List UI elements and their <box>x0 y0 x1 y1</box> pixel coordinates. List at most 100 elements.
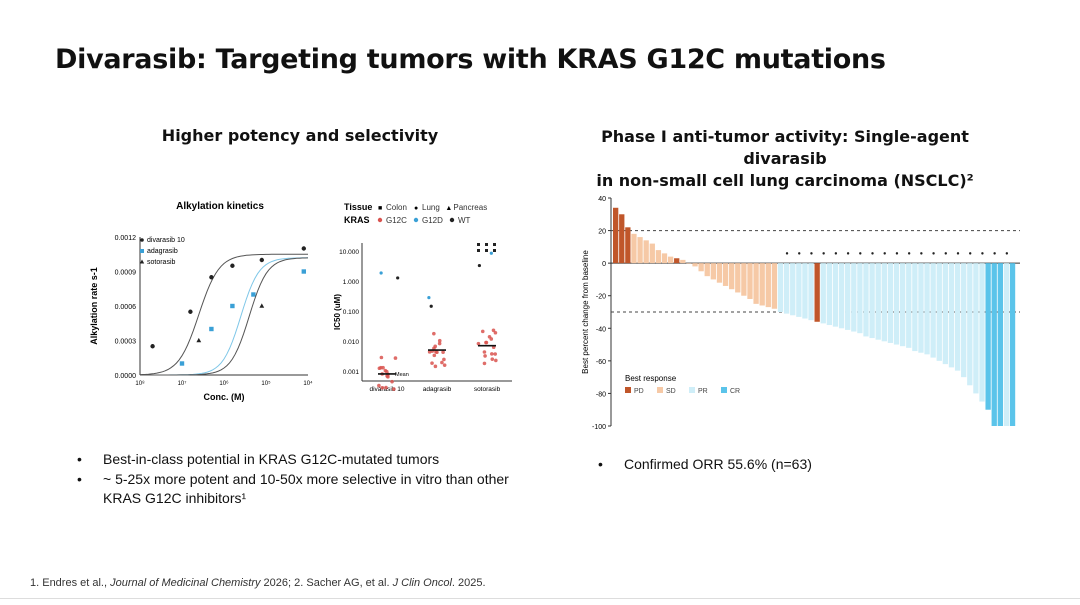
y-tick-label: 0.0000 <box>115 373 137 380</box>
ongoing-marker <box>956 252 960 255</box>
waterfall-bar <box>808 263 814 321</box>
data-point <box>483 354 487 358</box>
waterfall-bar <box>869 263 875 339</box>
bullet-item: Best-in-class potential in KRAS G12C-mut… <box>75 450 525 469</box>
waterfall-bar <box>967 263 973 386</box>
ongoing-marker <box>932 252 935 255</box>
y-tick-label: 10.000 <box>339 249 359 256</box>
y-tick-label: 0.010 <box>343 339 360 346</box>
legend-label: divarasib 10 <box>147 237 185 244</box>
ongoing-marker <box>1005 252 1009 255</box>
waterfall-bar <box>790 263 796 316</box>
data-point <box>301 246 306 251</box>
data-point <box>489 352 494 356</box>
legend-marker <box>139 259 145 264</box>
legend-label: G12D <box>422 216 443 225</box>
waterfall-bar <box>814 263 820 322</box>
ongoing-marker <box>871 252 874 255</box>
y-tick-label: 0.0009 <box>115 270 137 277</box>
legend-marker <box>140 249 144 253</box>
waterfall-bar <box>875 263 881 340</box>
fit-curve <box>140 257 309 376</box>
bottom-divider <box>0 598 1080 599</box>
footnote-journal: Journal of Medicinal Chemistry <box>110 577 261 589</box>
right-heading-line2: in non-small cell lung carcinoma (NSCLC)… <box>596 171 974 190</box>
data-point <box>485 249 488 252</box>
waterfall-bar <box>845 263 851 330</box>
waterfall-bar <box>698 263 704 272</box>
x-tick-label: divarasib 10 <box>369 386 404 393</box>
legend-label: adagrasib <box>147 248 178 255</box>
ongoing-marker <box>810 252 813 255</box>
waterfall-bar <box>881 263 887 342</box>
waterfall-bar <box>771 263 778 309</box>
waterfall-bar <box>753 263 759 304</box>
waterfall-bar <box>826 263 833 326</box>
data-point <box>442 357 446 362</box>
legend-swatch <box>657 387 663 393</box>
x-tick-label: adagrasib <box>423 386 452 393</box>
data-point <box>386 375 390 379</box>
data-point <box>427 350 432 354</box>
y-tick-label: 0.001 <box>343 369 360 376</box>
waterfall-bar <box>838 263 845 329</box>
data-point <box>230 263 235 268</box>
data-point <box>493 352 498 356</box>
legend-marker <box>413 217 419 223</box>
waterfall-bar <box>796 263 802 317</box>
data-point <box>433 364 438 369</box>
data-point <box>482 350 487 354</box>
waterfall-bar <box>985 263 991 410</box>
y-tick-label: -60 <box>596 359 606 366</box>
y-tick-label: 0 <box>602 261 606 268</box>
footnote-journal: J Clin Oncol <box>392 577 452 589</box>
waterfall-bar <box>851 263 857 332</box>
waterfall-bar <box>619 214 625 264</box>
y-tick-label: 0.100 <box>343 309 360 316</box>
ongoing-marker <box>883 252 886 255</box>
data-point <box>485 243 488 246</box>
legend-title: Tissue <box>344 202 372 212</box>
data-point <box>390 379 394 384</box>
data-point <box>384 385 388 390</box>
waterfall-bar <box>863 263 869 337</box>
data-point <box>493 243 496 246</box>
waterfall-bar <box>649 243 655 264</box>
waterfall-bar <box>918 263 924 353</box>
waterfall-bar <box>802 263 808 319</box>
legend-label: sotorasib <box>147 259 176 266</box>
ongoing-marker <box>785 252 789 255</box>
ongoing-marker <box>846 252 850 255</box>
waterfall-bar <box>961 263 967 378</box>
footnote-part: 2026; 2. Sacher AG, et al. <box>260 577 393 589</box>
waterfall-bar <box>906 263 912 348</box>
y-tick-label: -20 <box>596 294 606 301</box>
legend-marker <box>377 217 383 223</box>
data-point <box>209 326 214 332</box>
waterfall-bar <box>661 253 668 264</box>
ongoing-marker <box>895 252 899 255</box>
ongoing-marker <box>798 252 801 255</box>
waterfall-bar <box>777 263 784 312</box>
legend-label: WT <box>458 216 471 225</box>
data-point <box>379 355 384 360</box>
waterfall-bar <box>655 250 662 264</box>
ongoing-marker <box>907 252 911 255</box>
legend-label: PR <box>698 388 708 395</box>
data-point <box>150 344 155 349</box>
y-tick-label: 0.0012 <box>115 235 137 242</box>
y-tick-label: 1.000 <box>343 279 360 286</box>
chart-title: Alkylation kinetics <box>176 201 264 212</box>
waterfall-bar <box>930 263 936 358</box>
x-tick-label: sotorasib <box>474 386 501 393</box>
waterfall-bar <box>887 263 894 343</box>
footnote: 1. Endres et al., Journal of Medicinal C… <box>30 577 486 589</box>
data-point <box>477 263 481 268</box>
fit-curve <box>140 257 308 376</box>
waterfall-bar <box>857 263 863 334</box>
waterfall-bar <box>692 263 698 267</box>
footnote-part: . 2025. <box>451 577 486 589</box>
data-point <box>196 337 202 343</box>
data-point <box>432 331 436 336</box>
waterfall-bar <box>759 263 765 306</box>
